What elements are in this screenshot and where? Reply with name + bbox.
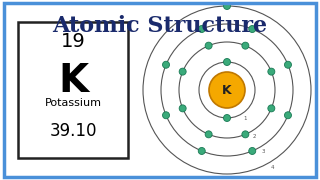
Circle shape [198,26,205,33]
Circle shape [223,3,230,10]
Circle shape [284,61,292,68]
Text: 39.10: 39.10 [49,122,97,140]
Circle shape [163,61,170,68]
Circle shape [198,147,205,154]
Circle shape [205,42,212,49]
Text: 3: 3 [262,149,266,154]
Circle shape [209,72,245,108]
Text: K: K [58,62,88,100]
Circle shape [268,68,275,75]
Circle shape [284,112,292,119]
Circle shape [163,112,170,119]
Circle shape [242,42,249,49]
Text: 1: 1 [243,116,246,121]
Circle shape [268,105,275,112]
Text: Atomic Structure: Atomic Structure [52,15,268,37]
Text: 2: 2 [253,134,257,139]
Circle shape [205,131,212,138]
Circle shape [179,68,186,75]
Circle shape [179,105,186,112]
Circle shape [223,114,230,122]
Text: K: K [222,84,232,96]
Text: 19: 19 [60,32,85,51]
FancyBboxPatch shape [18,22,128,158]
Circle shape [249,147,256,154]
Text: Potassium: Potassium [44,98,101,108]
Circle shape [249,26,256,33]
Circle shape [242,131,249,138]
Text: 4: 4 [271,165,275,170]
Circle shape [223,58,230,66]
